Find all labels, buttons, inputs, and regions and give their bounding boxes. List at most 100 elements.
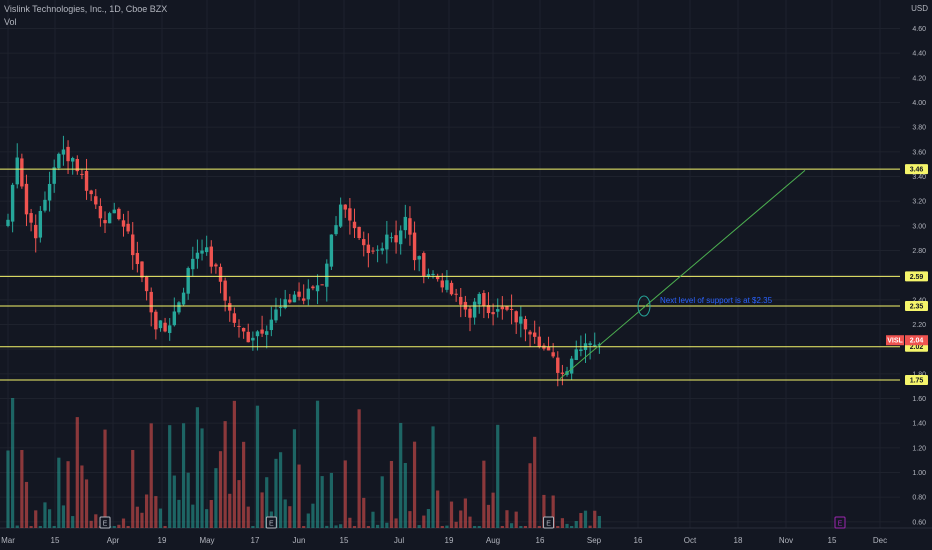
candle-body <box>251 337 255 341</box>
candle-body <box>532 332 537 337</box>
candle-body <box>131 234 135 256</box>
y-tick-label: 1.20 <box>912 445 926 452</box>
volume-bar <box>43 502 47 528</box>
volume-bar <box>389 460 394 528</box>
volume-bar <box>362 497 366 528</box>
volume-bar <box>75 417 79 528</box>
x-tick-label: 15 <box>340 536 349 545</box>
candle-body <box>140 261 144 278</box>
volume-bar <box>371 511 375 528</box>
volume-bar <box>440 526 444 528</box>
annotation-text[interactable]: Next level of support is at $2.35 <box>660 296 773 305</box>
volume-bar <box>223 421 227 528</box>
earnings-marker[interactable] <box>543 516 555 529</box>
volume-bar <box>149 423 153 528</box>
volume-bar <box>195 407 200 528</box>
candle-body <box>126 223 130 232</box>
candle-body <box>172 311 177 326</box>
candle-body <box>61 149 66 155</box>
earnings-marker-label: E <box>103 521 108 528</box>
candle-body <box>15 157 19 185</box>
volume-bar <box>519 526 523 528</box>
volume-bar <box>468 516 472 528</box>
candle-body <box>352 221 357 229</box>
volume-bar <box>131 450 135 528</box>
y-tick-label: 1.60 <box>912 396 926 403</box>
last-price-label: 2.04 <box>910 338 924 345</box>
volume-bar <box>343 460 347 528</box>
level-price-label: 2.59 <box>910 274 924 281</box>
volume-bar <box>588 525 592 528</box>
candle-body <box>459 296 463 305</box>
candle-body <box>52 167 56 184</box>
support-highlight-circle[interactable] <box>637 295 651 317</box>
volume-bar <box>445 525 449 528</box>
x-tick-label: Mar <box>1 536 15 545</box>
volume-bar <box>158 508 163 528</box>
volume-bar <box>126 526 130 528</box>
volume-bar <box>325 525 329 528</box>
volume-bar <box>482 460 486 528</box>
earnings-marker[interactable] <box>265 516 277 529</box>
candle-body <box>505 306 509 310</box>
candle-body <box>496 309 500 312</box>
volume-bar <box>348 517 352 528</box>
volume-bar <box>417 525 421 528</box>
volume-bar <box>246 506 250 528</box>
candle-body <box>454 293 458 295</box>
volume-bar <box>168 425 172 528</box>
candle-body <box>334 225 338 235</box>
candle-body <box>399 230 403 245</box>
candle-body <box>371 250 375 252</box>
candle-body <box>283 299 287 308</box>
volume-bar <box>560 518 564 528</box>
y-tick-label: 3.80 <box>912 125 926 132</box>
volume-bar <box>473 526 477 528</box>
candle-body <box>431 273 435 276</box>
volume-bar <box>228 493 232 528</box>
volume-bar <box>6 450 10 528</box>
x-tick-label: Sep <box>587 536 602 545</box>
volume-bar <box>565 523 569 528</box>
trend-line[interactable] <box>559 169 806 380</box>
volume-bar <box>205 509 209 528</box>
volume-bar <box>278 452 283 528</box>
volume-bar <box>320 476 324 528</box>
candle-body <box>403 216 408 231</box>
candle-body <box>117 208 121 220</box>
candle-body <box>186 268 190 294</box>
level-price-tag <box>905 375 928 385</box>
y-tick-label: 1.40 <box>912 421 926 428</box>
volume-bar <box>556 526 560 528</box>
volume-bar <box>172 475 176 528</box>
candle-body <box>320 284 324 286</box>
level-price-tag <box>905 164 928 175</box>
volume-bar <box>57 457 61 528</box>
volume-bar <box>334 525 338 528</box>
candle-body <box>47 183 52 201</box>
volume-bar <box>288 506 292 528</box>
y-tick-label: 2.40 <box>912 297 926 304</box>
candle-body <box>265 331 269 335</box>
volume-bar <box>117 524 121 528</box>
volume-bar <box>528 463 532 528</box>
earnings-marker[interactable] <box>99 516 111 529</box>
candle-body <box>417 256 421 260</box>
candle-body <box>366 244 371 254</box>
y-tick-label: 0.60 <box>912 519 926 526</box>
volume-bar <box>496 424 500 528</box>
x-tick-label: May <box>199 536 214 545</box>
x-tick-label: Nov <box>779 536 793 545</box>
volume-indicator-label[interactable]: Vol <box>4 17 17 27</box>
earnings-marker[interactable] <box>834 516 846 529</box>
candle-body <box>89 190 93 195</box>
candle-body <box>408 218 412 235</box>
candle-body <box>362 239 366 246</box>
y-tick-label: 4.60 <box>912 26 926 33</box>
volume-bar <box>154 496 158 528</box>
candle-body <box>468 308 472 318</box>
volume-bar <box>551 495 555 528</box>
candle-body <box>472 301 477 318</box>
volume-bar <box>24 481 29 528</box>
